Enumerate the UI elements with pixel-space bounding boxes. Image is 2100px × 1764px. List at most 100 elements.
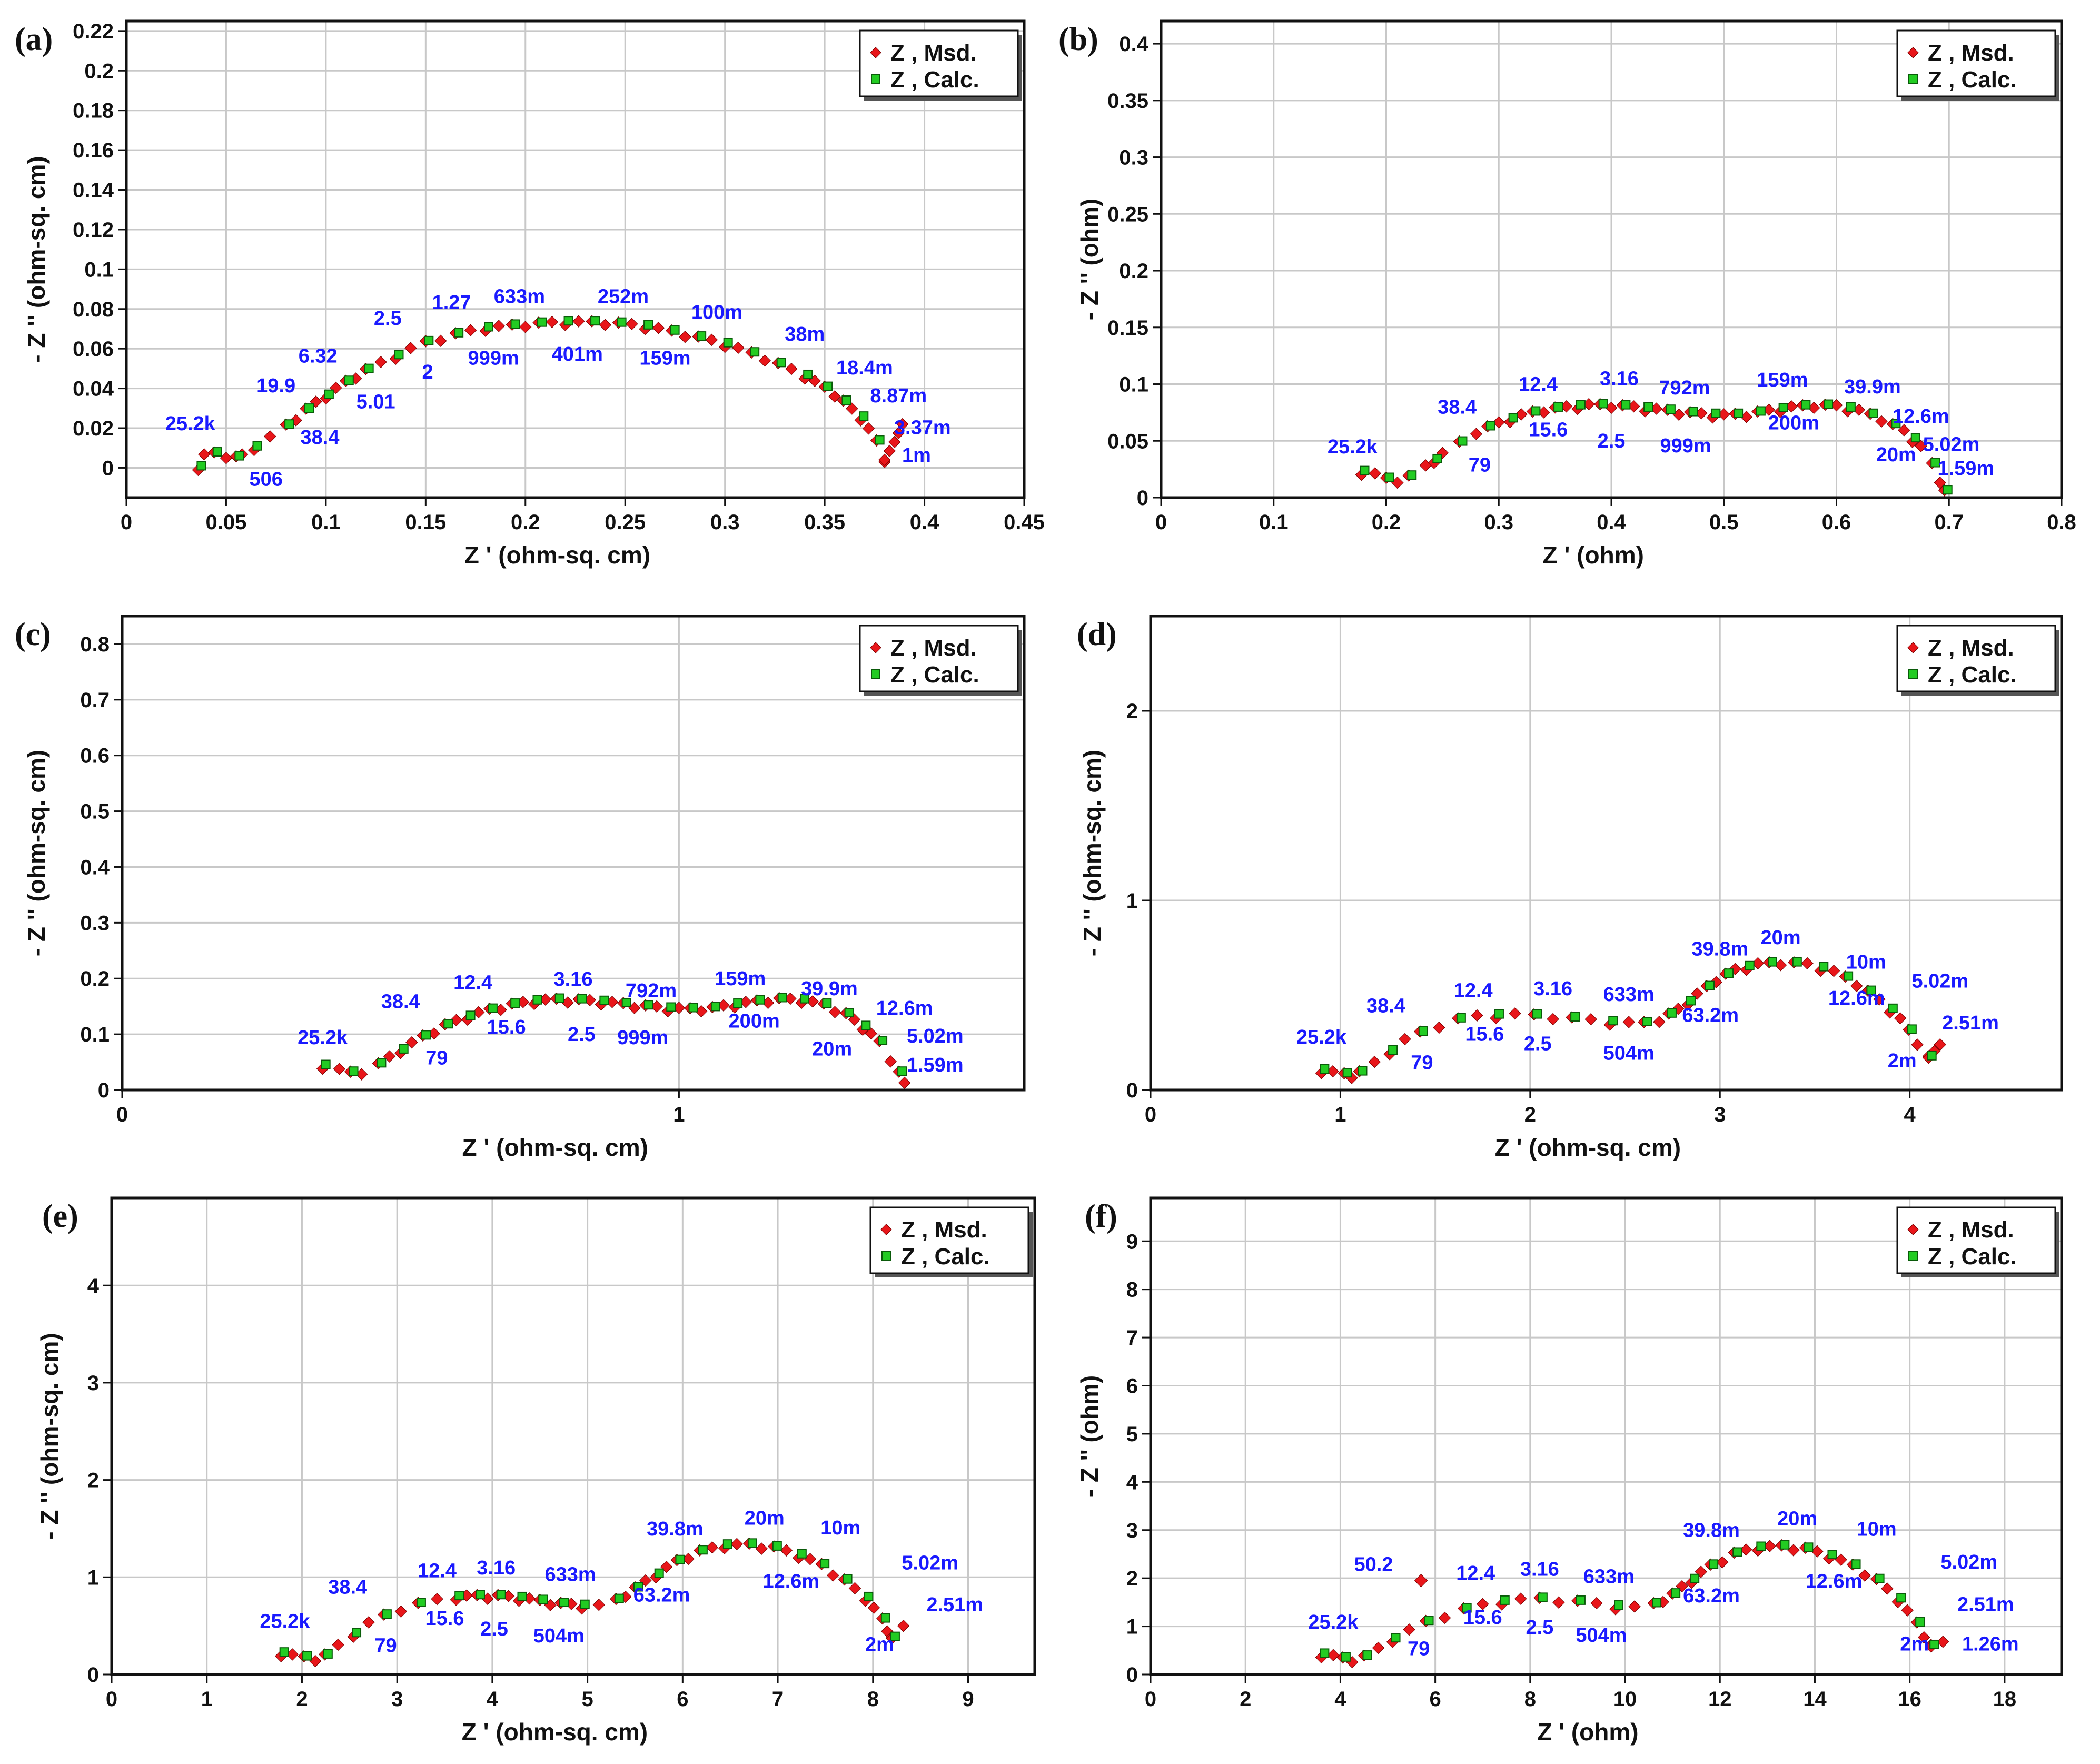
panel-label: (a): [15, 22, 53, 57]
frequency-label: 38.4: [1366, 995, 1405, 1017]
calculated-point: [1576, 1595, 1586, 1605]
measured-point: [1934, 476, 1946, 489]
measured-point: [1937, 1636, 1949, 1648]
measured-point: [705, 333, 718, 346]
y-tick-label: 0: [1126, 1079, 1138, 1102]
measured-point: [896, 418, 909, 431]
calculated-point: [688, 1003, 698, 1013]
y-tick-label: 0.05: [1107, 430, 1148, 453]
y-tick-label: 0: [102, 457, 114, 480]
calculated-point: [364, 363, 374, 373]
frequency-label: 2.5: [1598, 430, 1626, 452]
chart-panel-e: (e) 0 1 2 3 4 5 6 7 8 9 0 1 2 3 4 Z ' (ohm-sq. cm) - Z ''…: [36, 1196, 1036, 1746]
x-tick-label: 10: [1613, 1688, 1637, 1711]
measured-point: [892, 427, 905, 440]
x-tick-label: 0.2: [1372, 511, 1401, 534]
frequency-label: 792m: [1659, 377, 1710, 399]
measured-point: [264, 430, 276, 443]
chart-panel-a: (a) 0 0.05 0.1 0.15 0.2 0.25 0.3 0.35 0.4 0.45 0 0.0…: [15, 19, 1045, 569]
y-tick-label: 8: [1126, 1279, 1138, 1302]
calculated-point: [577, 994, 587, 1004]
measured-point: [626, 318, 638, 330]
calculated-point: [1407, 470, 1417, 480]
y-tick-label: 0.04: [73, 378, 114, 401]
x-tick-label: 3: [1714, 1103, 1726, 1126]
legend-calculated-label: Z , Calc.: [1928, 67, 2017, 93]
x-tick-label: 0.1: [311, 511, 341, 534]
x-tick-label: 0.2: [511, 511, 540, 534]
calculated-point: [1767, 957, 1777, 967]
y-tick-label: 9: [1126, 1230, 1138, 1253]
calculated-point: [1780, 1540, 1790, 1550]
calculated-point: [755, 995, 765, 1005]
frequency-label: 38.4: [1438, 397, 1477, 419]
x-tick-label: 0.15: [405, 511, 446, 534]
calculated-point: [777, 993, 787, 1003]
x-tick-label: 5: [581, 1688, 593, 1711]
x-axis-label: Z ' (ohm): [1543, 541, 1644, 569]
calculated-point: [614, 1593, 624, 1603]
frequency-label: 10m: [1846, 952, 1886, 974]
calculated-point: [399, 1044, 409, 1054]
y-tick-label: 0.16: [73, 139, 114, 162]
calculated-point: [252, 441, 262, 451]
calculated-point: [1711, 408, 1721, 418]
calculated-point: [1608, 1016, 1618, 1026]
legend: Z , Msd.Z , Calc.: [1896, 29, 2059, 101]
legend-calculated-label: Z , Calc.: [1928, 1244, 2017, 1270]
measured-point: [1850, 979, 1863, 993]
measured-point: [1327, 1649, 1340, 1661]
x-tick-label: 18: [1993, 1688, 2017, 1711]
x-tick-label: 0: [121, 511, 132, 534]
frequency-label: 10m: [820, 1517, 860, 1539]
legend-calculated-label: Z , Calc.: [1928, 662, 2017, 688]
y-tick-label: 2: [1126, 1567, 1138, 1590]
frequency-label: 12.6m: [876, 997, 933, 1019]
calculated-point: [666, 1002, 676, 1012]
calculated-point: [1432, 453, 1442, 463]
frequency-label: 39.8m: [1683, 1520, 1740, 1542]
calculated-point: [416, 1598, 426, 1608]
x-tick-label: 0.25: [605, 511, 646, 534]
measured-point: [1898, 424, 1910, 437]
measured-point: [828, 390, 841, 403]
measured-point: [780, 1544, 793, 1557]
measured-point: [332, 1638, 344, 1651]
calculated-point: [723, 338, 733, 348]
calculated-point: [443, 1019, 453, 1029]
legend-box: [859, 625, 1019, 692]
measured-point: [592, 1599, 605, 1611]
measured-point: [755, 1542, 768, 1555]
frequency-label: 12.4: [1454, 980, 1493, 1002]
calculated-point: [670, 325, 680, 335]
measured-point: [198, 448, 211, 461]
frequency-label: 39.8m: [647, 1518, 704, 1540]
calculated-point: [475, 1590, 485, 1600]
legend-calculated-marker: [1908, 74, 1918, 84]
calculated-point: [1418, 1026, 1428, 1036]
measured-point: [1875, 415, 1888, 428]
calculated-point: [1819, 962, 1829, 972]
legend-measured-marker: [1907, 47, 1919, 58]
x-axis-label: Z ' (ohm-sq. cm): [462, 1718, 648, 1746]
frequency-label: 3.16: [1520, 1559, 1559, 1581]
frequency-label: 12.4: [453, 972, 492, 994]
frequency-label: 2.5: [374, 308, 402, 330]
frequency-label: 12.4: [418, 1560, 457, 1582]
x-tick-label: 0: [1155, 511, 1167, 534]
measured-point: [1827, 965, 1840, 977]
legend-measured-marker: [870, 642, 881, 653]
y-tick-label: 0.4: [1119, 33, 1148, 56]
calculated-series: [1320, 957, 1937, 1078]
frequency-label: 25.2k: [1296, 1026, 1347, 1048]
calculated-point: [1666, 404, 1676, 414]
y-tick-label: 0.3: [80, 911, 110, 935]
calculated-point: [424, 335, 434, 345]
legend-calculated-marker: [1908, 1251, 1918, 1261]
measured-point: [492, 320, 505, 332]
y-tick-label: 0: [87, 1663, 99, 1687]
y-axis-label: - Z '' (ohm-sq. cm): [36, 1333, 63, 1539]
frequency-label: 38.4: [381, 990, 420, 1013]
frequency-label: 1.59m: [907, 1054, 964, 1076]
legend-calculated-marker: [871, 669, 880, 679]
